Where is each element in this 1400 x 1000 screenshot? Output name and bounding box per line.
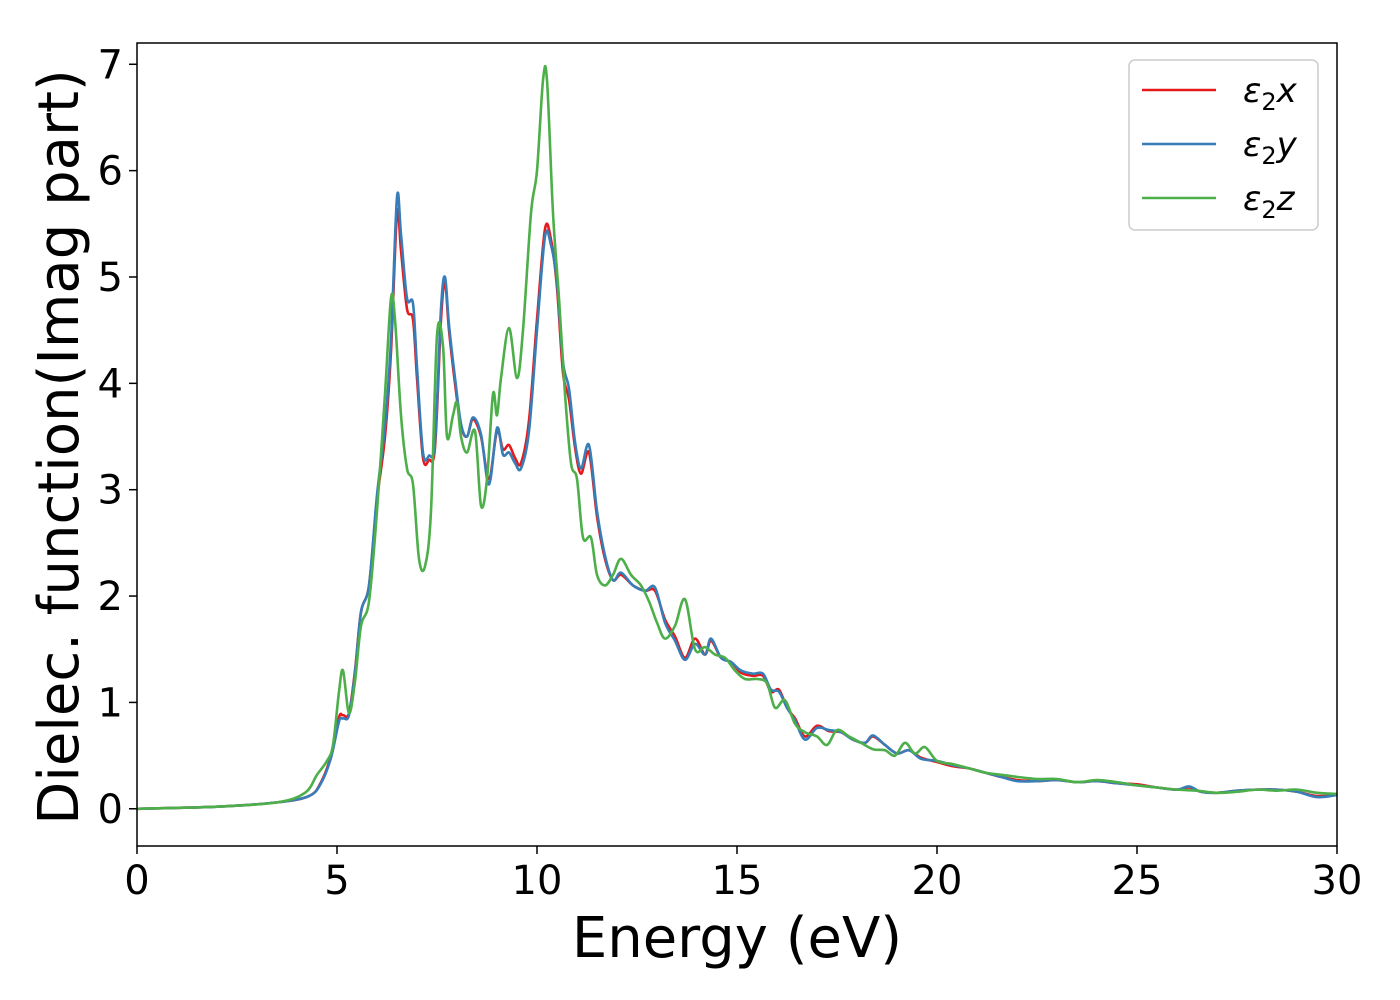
legend-box bbox=[1128, 59, 1319, 231]
x-tick-label: 0 bbox=[124, 858, 149, 904]
y-tick-label: 2 bbox=[98, 574, 123, 620]
x-tick-label: 5 bbox=[324, 858, 349, 904]
series-line-z bbox=[137, 64, 1337, 811]
y-tick-label: 4 bbox=[98, 361, 123, 407]
y-tick-label: 6 bbox=[98, 149, 123, 195]
y-axis-title: Dielec. function(Imag part) bbox=[27, 69, 92, 825]
series-layer bbox=[137, 64, 1337, 811]
legend-label-y: ε2y bbox=[1243, 125, 1298, 170]
series-line-y bbox=[137, 191, 1337, 811]
x-tick-label: 10 bbox=[512, 858, 563, 904]
x-tick-label: 20 bbox=[912, 858, 963, 904]
x-tick-label: 25 bbox=[1112, 858, 1163, 904]
y-tick-label: 0 bbox=[98, 787, 123, 833]
x-tick-label: 30 bbox=[1312, 858, 1363, 904]
y-tick-label: 1 bbox=[98, 680, 123, 726]
legend: ε2x ε2y ε2z bbox=[1128, 59, 1319, 231]
x-axis-title: Energy (eV) bbox=[572, 906, 902, 971]
series-line-x bbox=[137, 207, 1337, 811]
x-tick-label: 15 bbox=[712, 858, 763, 904]
legend-label-x: ε2x bbox=[1243, 71, 1298, 116]
y-axis-ticks: 0 1 2 3 4 5 6 7 bbox=[98, 42, 137, 833]
y-tick-label: 5 bbox=[98, 255, 123, 301]
x-axis-ticks: 0 5 10 15 20 25 30 bbox=[124, 846, 1362, 904]
legend-label-z: ε2z bbox=[1243, 179, 1296, 224]
y-tick-label: 3 bbox=[98, 468, 123, 514]
y-tick-label: 7 bbox=[98, 42, 123, 88]
